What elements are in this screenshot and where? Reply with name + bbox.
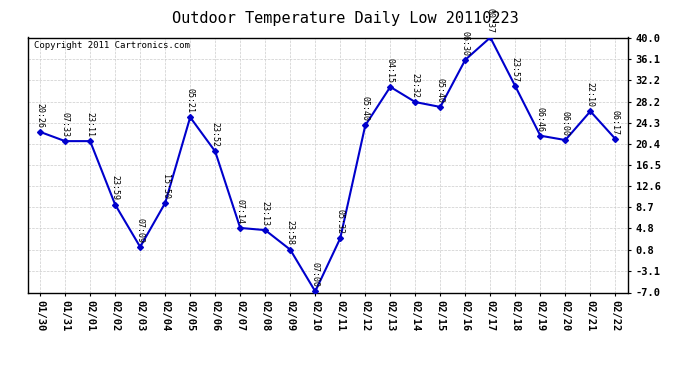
- Text: 07:14: 07:14: [236, 199, 245, 224]
- Text: Outdoor Temperature Daily Low 20110223: Outdoor Temperature Daily Low 20110223: [172, 11, 518, 26]
- Text: 05:40: 05:40: [361, 96, 370, 121]
- Text: 05:32: 05:32: [336, 209, 345, 234]
- Text: 23:11: 23:11: [86, 112, 95, 137]
- Text: 07:33: 07:33: [61, 112, 70, 137]
- Text: 07:00: 07:00: [310, 262, 319, 287]
- Text: 06:17: 06:17: [611, 110, 620, 135]
- Text: 00:37: 00:37: [486, 8, 495, 33]
- Text: 23:13: 23:13: [261, 201, 270, 226]
- Text: 20:26: 20:26: [36, 103, 45, 128]
- Text: Copyright 2011 Cartronics.com: Copyright 2011 Cartronics.com: [34, 41, 190, 50]
- Text: 05:21: 05:21: [186, 88, 195, 113]
- Text: 06:46: 06:46: [536, 106, 545, 132]
- Text: 23:52: 23:52: [210, 122, 219, 147]
- Text: 05:40: 05:40: [436, 78, 445, 103]
- Text: 06:00: 06:00: [561, 111, 570, 136]
- Text: 04:15: 04:15: [386, 58, 395, 83]
- Text: 23:59: 23:59: [110, 176, 119, 201]
- Text: 23:32: 23:32: [411, 73, 420, 98]
- Text: 15:50: 15:50: [161, 174, 170, 199]
- Text: 06:30: 06:30: [461, 31, 470, 56]
- Text: 22:10: 22:10: [586, 82, 595, 107]
- Text: 23:57: 23:57: [511, 57, 520, 82]
- Text: 07:09: 07:09: [136, 218, 145, 243]
- Text: 23:58: 23:58: [286, 220, 295, 246]
